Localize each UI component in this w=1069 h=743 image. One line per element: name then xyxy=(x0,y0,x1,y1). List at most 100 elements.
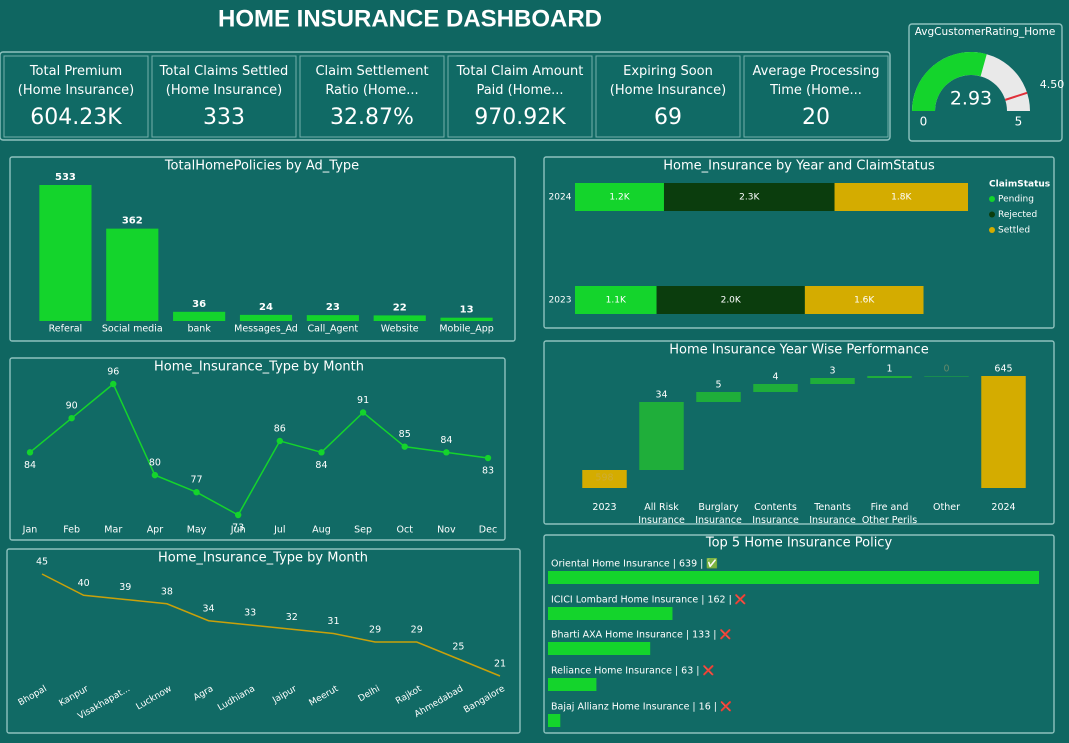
x-tick-label-box: Fire and Other Perils xyxy=(862,502,917,526)
x-tick-label: Tenants Insurance xyxy=(809,502,856,526)
bar-segment xyxy=(834,183,968,211)
chart-title: Home_Insurance by Year and ClaimStatus xyxy=(663,159,935,174)
x-tick-label: Dec xyxy=(479,525,497,536)
data-label: 1.2K xyxy=(609,193,630,203)
data-label: 80 xyxy=(149,458,161,469)
x-tick-label: Jul xyxy=(273,525,285,536)
panel xyxy=(6,548,521,734)
data-label: 39 xyxy=(119,582,131,593)
x-tick-label-box: Other xyxy=(933,502,960,513)
data-label: 73 xyxy=(232,523,244,534)
x-tick-label-box: Contents Insurance xyxy=(752,502,799,526)
data-label: 1.1K xyxy=(606,296,627,306)
point xyxy=(110,380,117,388)
x-tick-label-box: Burglary Insurance xyxy=(695,502,742,526)
x-tick-label: Referal xyxy=(49,324,83,335)
x-tick-label: Burglary Insurance xyxy=(695,502,742,526)
x-tick-label: Website xyxy=(381,324,419,335)
data-label: 24 xyxy=(259,302,273,313)
waterfall-bar xyxy=(924,376,969,377)
kpi-value: 69 xyxy=(654,105,682,130)
x-tick-label-box: 2023 xyxy=(592,502,617,513)
data-label: 598 xyxy=(595,473,613,484)
x-tick-label: Contents Insurance xyxy=(752,502,799,526)
data-label: 5 xyxy=(715,380,721,391)
data-label: 25 xyxy=(452,642,464,653)
kpi-value: 20 xyxy=(802,105,830,130)
legend-swatch xyxy=(989,227,995,233)
data-label: 83 xyxy=(482,466,494,477)
gauge-target xyxy=(1004,91,1028,101)
waterfall-bar xyxy=(810,378,855,384)
panel xyxy=(543,340,1055,525)
legend-title: ClaimStatus xyxy=(989,180,1050,190)
x-tick-label: Feb xyxy=(63,525,80,536)
kpi-label-box: Average Processing Time (Home... xyxy=(752,64,880,98)
chart-title: Home_Insurance_Type by Month xyxy=(154,360,364,375)
data-label: 34 xyxy=(655,390,667,401)
kpi-card xyxy=(151,55,297,138)
data-label: 40 xyxy=(78,578,90,589)
legend-label: Pending xyxy=(998,195,1034,205)
kpi-label-box: Total Premium (Home Insurance) xyxy=(17,64,135,98)
gauge-value-label: 2.93 xyxy=(950,88,992,110)
data-label: 32 xyxy=(286,612,298,623)
data-label: 29 xyxy=(369,625,381,636)
data-label: 36 xyxy=(192,299,206,310)
data-label: 533 xyxy=(55,172,76,183)
data-label: 1.6K xyxy=(854,296,875,306)
point xyxy=(318,449,325,456)
x-tick-label: Apr xyxy=(147,525,164,536)
data-label: 1.8K xyxy=(891,193,912,203)
waterfall-bar xyxy=(696,392,741,402)
bar-segment xyxy=(656,286,805,314)
bar xyxy=(39,185,92,321)
data-label: 2.3K xyxy=(739,193,760,203)
kpi-label-box: Total Claims Settled (Home Insurance) xyxy=(160,64,289,98)
data-label: 2.0K xyxy=(721,296,742,306)
kpi-label-box: Expiring Soon (Home Insurance) xyxy=(610,64,726,98)
data-label: 84 xyxy=(315,460,327,471)
data-label: 90 xyxy=(66,401,78,412)
kpi-card xyxy=(743,55,889,138)
kpi-label: Average Processing Time (Home... xyxy=(752,64,880,98)
data-label: 29 xyxy=(411,625,423,636)
point xyxy=(484,454,492,462)
waterfall-bar xyxy=(753,384,798,392)
bar xyxy=(548,714,561,727)
data-label: 645 xyxy=(994,364,1012,375)
data-label: 0 xyxy=(943,364,949,375)
x-tick-label-box: Tenants Insurance xyxy=(809,502,856,526)
kpi-value: 333 xyxy=(203,105,245,130)
x-tick-label: May xyxy=(187,525,207,536)
data-label: 84 xyxy=(440,435,452,446)
kpi-label-box: Total Claim Amount Paid (Home... xyxy=(456,64,584,98)
gauge-tick-label: 0 xyxy=(920,115,928,129)
waterfall-bar xyxy=(639,402,684,470)
kpi-label-box: Claim Settlement Ratio (Home... xyxy=(315,64,428,98)
x-tick-label: Aug xyxy=(312,525,331,536)
legend-label: Settled xyxy=(998,226,1030,236)
y-tick-label: ICICI Lombard Home Insurance | 162 | ❌ xyxy=(551,594,747,606)
waterfall-bar xyxy=(981,376,1026,488)
bar xyxy=(373,315,426,321)
x-tick-label: Mobile_App xyxy=(439,324,493,335)
data-label: 85 xyxy=(399,429,411,440)
point xyxy=(443,449,450,456)
data-label: 86 xyxy=(274,423,286,434)
bar-segment xyxy=(575,286,657,314)
point xyxy=(276,437,284,445)
kpi-label: Total Claim Amount Paid (Home... xyxy=(456,64,584,98)
x-tick-label: 2023 xyxy=(592,502,617,513)
line xyxy=(41,573,501,677)
bar xyxy=(548,607,673,620)
point xyxy=(359,409,367,416)
x-tick-label: Mar xyxy=(104,525,122,536)
kpi-card xyxy=(3,55,149,138)
kpi-label: Total Premium (Home Insurance) xyxy=(17,64,135,98)
data-label: 96 xyxy=(107,367,119,378)
x-tick-label: Social media xyxy=(102,324,163,335)
point xyxy=(234,511,242,519)
